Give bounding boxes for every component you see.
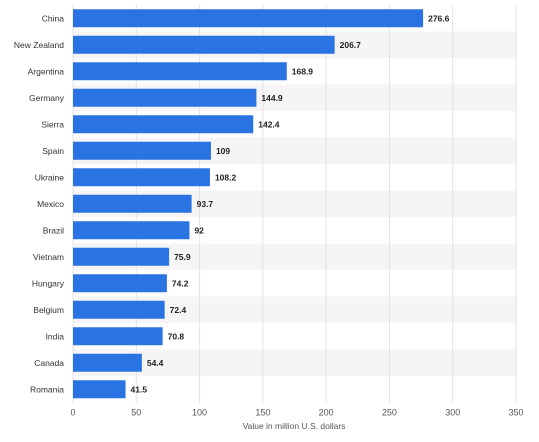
category-label: Hungary [32, 278, 65, 288]
value-label: 108.2 [215, 172, 237, 182]
category-label: Sierra [41, 119, 64, 129]
category-label: New Zealand [14, 40, 64, 50]
category-labels: China New Zealand Argentina Germany Sierra Sp… [14, 13, 65, 394]
bar [73, 327, 163, 346]
category-label: Vietnam [33, 252, 64, 262]
category-label: China [42, 13, 64, 23]
bar [73, 300, 165, 319]
value-label: 75.9 [174, 252, 191, 262]
x-tick-label: 100 [192, 408, 207, 418]
value-label: 41.5 [131, 384, 148, 394]
category-label: Romania [30, 384, 64, 394]
bar [73, 194, 192, 213]
value-label: 109 [216, 146, 230, 156]
x-tick-label: 300 [445, 408, 460, 418]
category-label: Argentina [28, 66, 65, 76]
value-label: 144.9 [261, 93, 283, 103]
bar [73, 274, 167, 293]
value-label: 206.7 [340, 40, 362, 50]
value-label: 70.8 [168, 331, 185, 341]
bar [73, 221, 190, 240]
bar [73, 247, 170, 266]
bar [73, 168, 210, 187]
bar [73, 353, 142, 372]
value-label: 276.6 [428, 13, 450, 23]
value-label: 92 [194, 225, 204, 235]
category-label: Belgium [33, 305, 64, 315]
bar [73, 141, 211, 160]
category-label: Spain [42, 146, 64, 156]
bar [73, 9, 424, 28]
value-labels: 276.6 206.7 168.9 144.9 142.4 109 108.2 93.7 92 7… [131, 13, 450, 394]
category-label: Canada [34, 358, 64, 368]
x-tick-label: 150 [255, 408, 270, 418]
category-label: Mexico [37, 199, 64, 209]
category-label: Ukraine [35, 172, 65, 182]
x-tick-label: 0 [70, 408, 75, 418]
row-band [73, 376, 516, 403]
x-tick-label: 50 [131, 408, 141, 418]
value-label: 142.4 [258, 119, 280, 129]
value-label: 168.9 [292, 66, 314, 76]
x-axis-ticks: 0 50 100 150 200 250 300 350 [70, 408, 523, 418]
bar [73, 62, 287, 81]
bar [73, 35, 335, 54]
category-label: Germany [29, 93, 65, 103]
x-tick-label: 200 [319, 408, 334, 418]
category-label: India [46, 331, 65, 341]
value-label: 54.4 [147, 358, 164, 368]
x-tick-label: 250 [382, 408, 397, 418]
value-label: 72.4 [170, 305, 187, 315]
bar [73, 88, 257, 107]
bar [73, 380, 126, 399]
x-axis-title: Value in million U.S. dollars [243, 421, 346, 431]
row-band [73, 349, 516, 376]
bar [73, 115, 254, 134]
value-label: 74.2 [172, 278, 189, 288]
x-tick-label: 350 [508, 408, 523, 418]
category-label: Brazil [43, 225, 64, 235]
value-label: 93.7 [197, 199, 214, 209]
bars [73, 9, 424, 399]
